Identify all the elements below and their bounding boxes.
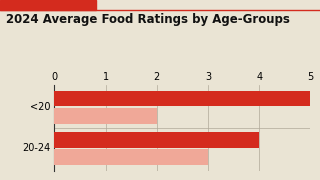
Bar — [54, 132, 259, 148]
Bar — [54, 108, 157, 124]
Bar — [54, 149, 208, 165]
Bar — [54, 91, 310, 106]
Text: 2024 Average Food Ratings by Age-Groups: 2024 Average Food Ratings by Age-Groups — [6, 13, 290, 26]
